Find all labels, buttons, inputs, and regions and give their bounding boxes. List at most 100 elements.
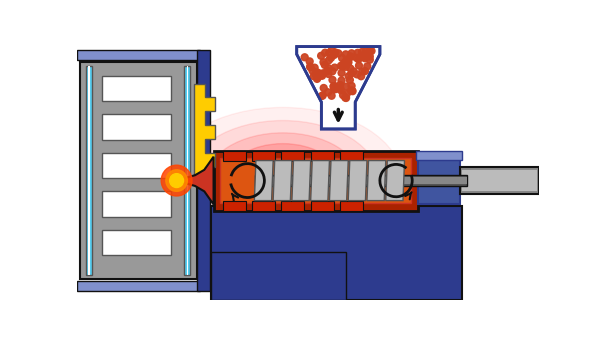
Polygon shape (329, 160, 348, 201)
Bar (197, 51, 211, 291)
Bar (281, 201, 304, 211)
Circle shape (349, 87, 356, 94)
Bar (418, 160, 460, 205)
Bar (311, 151, 334, 160)
Bar (102, 114, 171, 140)
Circle shape (337, 82, 344, 89)
Circle shape (338, 55, 346, 62)
Bar (211, 252, 346, 300)
Circle shape (317, 70, 325, 77)
Circle shape (338, 62, 344, 69)
Circle shape (314, 69, 321, 76)
Circle shape (310, 73, 317, 80)
Circle shape (362, 48, 369, 55)
Circle shape (359, 49, 365, 55)
Circle shape (319, 92, 325, 99)
Ellipse shape (206, 133, 360, 228)
Circle shape (342, 51, 349, 58)
Bar (223, 201, 246, 211)
Circle shape (311, 64, 318, 71)
Circle shape (345, 59, 352, 65)
Circle shape (320, 70, 327, 77)
Circle shape (317, 72, 325, 79)
Circle shape (346, 76, 353, 84)
Circle shape (307, 64, 314, 71)
Circle shape (349, 88, 356, 95)
Bar (102, 230, 171, 255)
Bar (461, 170, 537, 191)
Circle shape (347, 54, 354, 61)
Circle shape (314, 75, 320, 82)
Bar (88, 66, 89, 275)
Circle shape (325, 57, 332, 64)
Circle shape (325, 65, 332, 71)
Circle shape (348, 50, 355, 57)
Circle shape (307, 63, 314, 70)
Circle shape (309, 67, 316, 74)
Circle shape (342, 58, 349, 65)
Bar (220, 158, 412, 203)
Polygon shape (176, 157, 214, 205)
Bar (460, 167, 539, 194)
Polygon shape (292, 160, 311, 201)
Bar (86, 66, 92, 275)
Circle shape (170, 174, 184, 187)
Circle shape (353, 54, 360, 61)
Bar (252, 151, 275, 160)
Circle shape (301, 54, 308, 61)
Circle shape (359, 68, 366, 75)
Circle shape (339, 63, 346, 70)
Circle shape (347, 87, 355, 94)
Bar (102, 76, 171, 101)
Circle shape (350, 68, 357, 75)
Circle shape (338, 77, 345, 84)
Circle shape (332, 83, 338, 90)
Polygon shape (297, 47, 380, 129)
Bar (211, 206, 461, 300)
Circle shape (322, 61, 328, 68)
Circle shape (330, 83, 337, 90)
Circle shape (306, 58, 313, 65)
Circle shape (161, 165, 192, 196)
Circle shape (322, 49, 329, 56)
Circle shape (325, 70, 332, 78)
Polygon shape (311, 160, 329, 201)
Circle shape (343, 91, 350, 97)
Circle shape (329, 76, 336, 83)
Ellipse shape (187, 121, 379, 241)
Circle shape (345, 73, 352, 80)
Circle shape (320, 85, 327, 91)
Circle shape (355, 56, 362, 63)
Polygon shape (194, 84, 215, 181)
Circle shape (367, 48, 373, 55)
Circle shape (329, 68, 336, 75)
Bar (80, 62, 197, 279)
Circle shape (365, 49, 372, 56)
Bar (340, 151, 363, 160)
Circle shape (326, 50, 332, 57)
Circle shape (342, 94, 349, 101)
Circle shape (362, 68, 368, 74)
Circle shape (345, 59, 352, 66)
Circle shape (343, 83, 349, 90)
Bar (416, 151, 461, 160)
Circle shape (361, 55, 368, 62)
Circle shape (328, 54, 334, 61)
Polygon shape (348, 160, 367, 201)
Circle shape (337, 87, 344, 94)
Circle shape (343, 63, 349, 70)
Circle shape (356, 62, 362, 69)
Circle shape (331, 83, 337, 90)
Circle shape (368, 48, 375, 54)
Circle shape (357, 54, 364, 61)
Ellipse shape (225, 144, 341, 218)
Circle shape (361, 53, 368, 60)
Circle shape (367, 53, 373, 60)
Circle shape (317, 52, 325, 59)
Circle shape (338, 69, 345, 76)
Circle shape (332, 49, 339, 56)
Circle shape (324, 67, 331, 74)
Polygon shape (367, 160, 386, 201)
Bar (77, 281, 200, 291)
Circle shape (328, 46, 335, 53)
